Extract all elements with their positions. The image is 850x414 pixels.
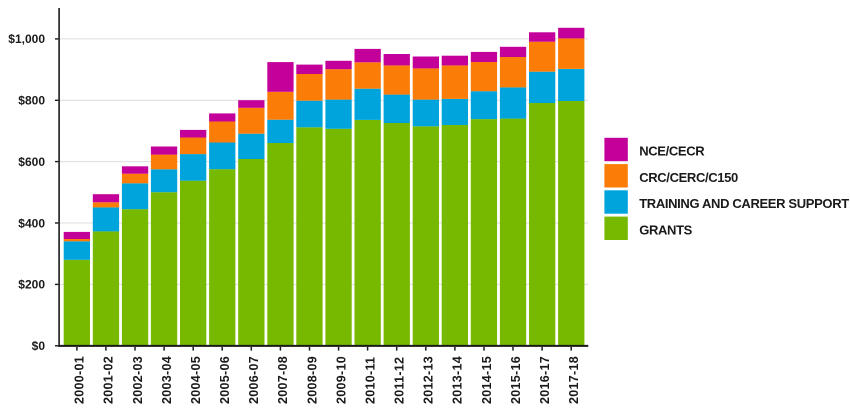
svg-text:2004-05: 2004-05 (189, 356, 203, 404)
svg-text:$800: $800 (18, 94, 45, 108)
svg-text:2005-06: 2005-06 (218, 356, 232, 404)
svg-text:$600: $600 (18, 155, 45, 169)
svg-text:$200: $200 (18, 278, 45, 292)
svg-text:2011-12: 2011-12 (393, 357, 407, 404)
svg-text:2016-17: 2016-17 (538, 356, 552, 404)
svg-text:CRC/CERC/C150: CRC/CERC/C150 (639, 170, 738, 185)
svg-text:2001-02: 2001-02 (102, 356, 116, 404)
svg-text:NCE/CECR: NCE/CECR (639, 144, 705, 159)
svg-text:2012-13: 2012-13 (422, 356, 436, 404)
svg-text:2009-10: 2009-10 (334, 356, 348, 404)
svg-text:2007-08: 2007-08 (276, 356, 290, 404)
svg-text:2008-09: 2008-09 (305, 356, 319, 404)
svg-text:2014-15: 2014-15 (480, 356, 494, 404)
svg-text:$1,000: $1,000 (8, 32, 45, 46)
svg-text:TRAINING AND CAREER SUPPORT: TRAINING AND CAREER SUPPORT (639, 196, 849, 211)
svg-text:$0: $0 (32, 339, 46, 353)
svg-text:2000-01: 2000-01 (73, 356, 87, 404)
svg-text:2017-18: 2017-18 (567, 356, 581, 404)
svg-text:$400: $400 (18, 216, 45, 230)
svg-text:2006-07: 2006-07 (247, 356, 261, 404)
svg-text:2015-16: 2015-16 (509, 356, 523, 404)
svg-text:2010-11: 2010-11 (363, 357, 377, 404)
svg-text:2002-03: 2002-03 (131, 356, 145, 404)
svg-text:GRANTS: GRANTS (639, 222, 692, 237)
svg-text:2003-04: 2003-04 (160, 356, 174, 404)
svg-text:2013-14: 2013-14 (451, 356, 465, 404)
